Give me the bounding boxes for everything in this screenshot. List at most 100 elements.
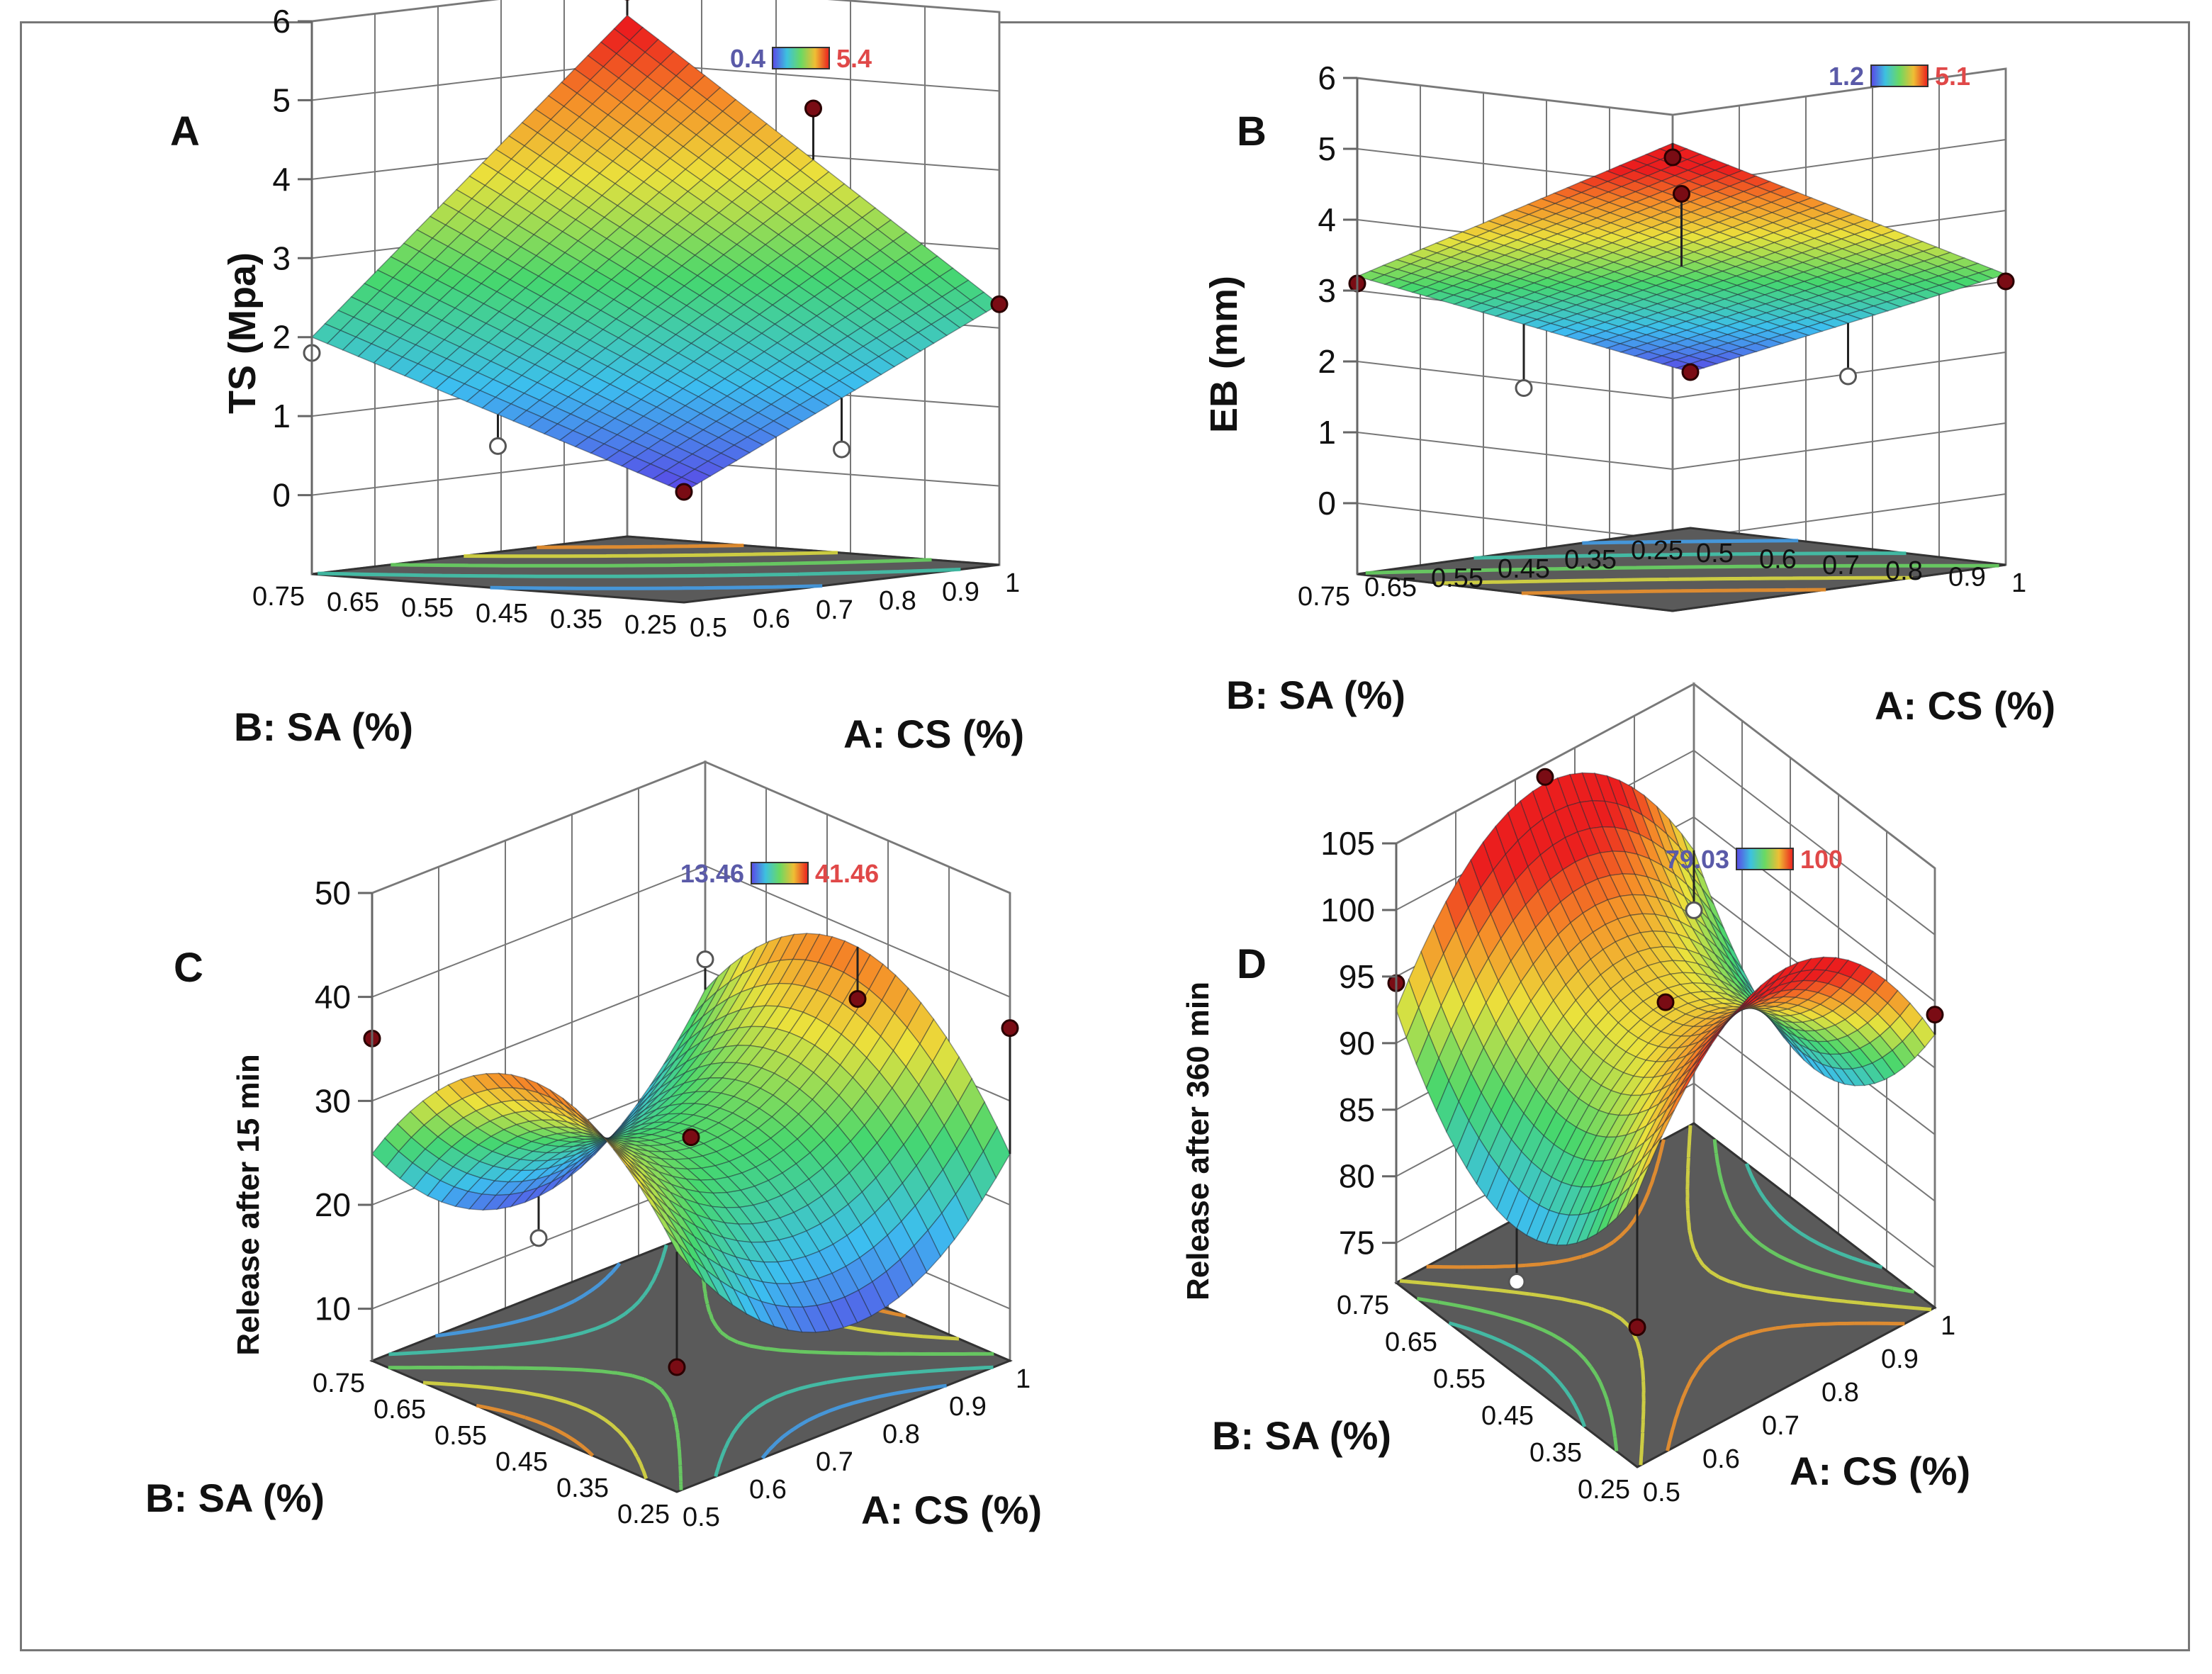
- surface-cell: [1911, 1017, 1936, 1048]
- surface-cell: [1600, 281, 1631, 291]
- surface-cell: [436, 1105, 464, 1127]
- surface-cell: [1634, 965, 1659, 984]
- surface-cell: [643, 1169, 670, 1193]
- surface-cell: [1701, 887, 1725, 929]
- surface-cell: [1695, 284, 1726, 296]
- surface-cell: [658, 180, 689, 204]
- surface-cell: [1702, 201, 1733, 213]
- panel-a: 0 1 2 3 4 5 6 0.5 0.6 0.7 0.8 0.9 1 0.25 0.35 0.45 0.55 0…: [170, 0, 1024, 756]
- surface-cell: [1708, 280, 1739, 291]
- surface-cell: [1750, 1001, 1773, 1009]
- surface-cell: [429, 202, 460, 226]
- surface-cell: [1645, 338, 1676, 349]
- surface-cell: [1437, 276, 1468, 287]
- surface-cell: [708, 1231, 738, 1259]
- surface-cell: [639, 1121, 668, 1130]
- z-tick-label: 2: [1318, 343, 1336, 380]
- surface-cell: [1698, 897, 1722, 936]
- surface-cell: [536, 371, 567, 391]
- surface-cell: [1715, 196, 1746, 208]
- surface-cell: [1603, 317, 1634, 327]
- surface-cell: [1770, 989, 1794, 999]
- surface-cell: [1658, 334, 1690, 344]
- surface-cell: [1745, 227, 1775, 239]
- contour-line: [1521, 588, 1826, 595]
- response-surface: [1355, 142, 2008, 373]
- surface-cell: [1461, 235, 1492, 247]
- surface-cell: [1727, 169, 1758, 182]
- surface-cell: [1569, 232, 1600, 245]
- surface-cell: [1812, 233, 1843, 245]
- surface-cell: [1687, 175, 1717, 187]
- surface-cell: [1587, 852, 1611, 880]
- surface-cell: [514, 1110, 544, 1122]
- x-tick-label: 0.9: [1881, 1344, 1919, 1374]
- x-tick-label: 0.5: [683, 1502, 720, 1532]
- x-tick-label: 0.7: [816, 1447, 853, 1477]
- design-point: [848, 990, 867, 1008]
- response-surface: [1396, 772, 1936, 1246]
- y-tick-label: 0.45: [495, 1447, 548, 1477]
- y-tick-label: 0.55: [1431, 563, 1483, 593]
- z-tick-label: 30: [315, 1082, 351, 1119]
- surface-cell: [609, 373, 640, 393]
- surface-cell: [863, 1106, 892, 1144]
- surface-cell: [696, 1202, 726, 1224]
- surface-cell: [371, 1137, 400, 1168]
- surface-cell: [1736, 298, 1768, 309]
- surface-cell: [491, 237, 522, 260]
- surface-cell: [1690, 216, 1721, 228]
- surface-cell: [1692, 246, 1723, 258]
- panel-letter: B: [1237, 108, 1267, 155]
- surface-cell: [1712, 325, 1743, 335]
- surface-cell: [1575, 299, 1605, 310]
- surface-cell: [480, 271, 511, 293]
- surface-cell: [1845, 300, 1875, 311]
- surface-cell: [1619, 894, 1644, 916]
- surface-cell: [692, 1247, 721, 1281]
- surface-cell: [1678, 232, 1708, 243]
- contour-line: [391, 558, 932, 568]
- surface-cell: [466, 390, 497, 409]
- surface-cell: [1612, 257, 1642, 268]
- z-tick-label: 95: [1339, 958, 1375, 995]
- design-point: [804, 99, 822, 118]
- design-point: [668, 1358, 686, 1376]
- surface-cell: [1831, 305, 1863, 315]
- panel-letter: A: [170, 108, 200, 155]
- surface-cell: [1624, 242, 1655, 253]
- contour-line: [388, 1231, 994, 1490]
- surface-cell: [481, 396, 512, 415]
- z-tick-label: 85: [1339, 1091, 1375, 1128]
- surface-cell: [1614, 826, 1639, 855]
- surface-cell: [1474, 230, 1505, 242]
- legend-max-label: 100: [1800, 845, 1843, 874]
- surface-cell: [1816, 271, 1846, 283]
- surface-cell: [578, 358, 609, 378]
- surface-cell: [847, 1191, 876, 1226]
- surface-cell: [1882, 259, 1913, 271]
- surface-cell: [1532, 277, 1563, 288]
- surface-cell: [562, 350, 593, 370]
- surface-cell: [1749, 285, 1780, 296]
- surface-cell: [1618, 779, 1643, 816]
- y-axis-label: B: SA (%): [1226, 673, 1405, 717]
- surface-cell: [1584, 247, 1615, 259]
- surface-cell: [1817, 281, 1847, 292]
- surface-cell: [493, 1168, 523, 1183]
- legend-min-label: 0.4: [730, 44, 765, 73]
- surface-cell: [746, 1087, 774, 1109]
- surface-cell: [1700, 338, 1730, 348]
- surface-cell: [1641, 285, 1672, 296]
- surface-cell: [1716, 946, 1740, 978]
- surface-cell: [649, 454, 680, 471]
- surface-cell: [1466, 303, 1498, 313]
- surface-cell: [1646, 961, 1671, 979]
- x-tick-label: 0.8: [1821, 1378, 1859, 1408]
- surface-cell: [664, 99, 695, 125]
- surface-cell: [808, 1167, 836, 1197]
- surface-cell: [576, 1112, 604, 1137]
- surface-cell: [651, 470, 683, 486]
- surface-cell: [902, 1164, 930, 1207]
- surface-cell: [841, 1011, 869, 1046]
